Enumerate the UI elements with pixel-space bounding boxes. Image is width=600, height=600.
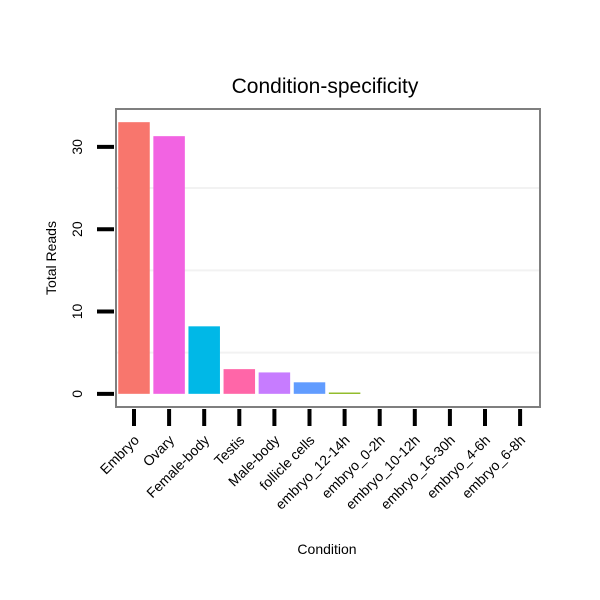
bar-female-body [188,326,220,394]
bar-embryo [118,122,150,394]
bar-male-body [258,372,291,394]
bar-testis [223,369,256,394]
y-tick-label: 30 [69,139,85,155]
y-axis-label: Total Reads [43,221,59,295]
grid-lines [116,187,540,354]
chart-title: Condition-specificity [232,75,419,98]
y-axis: 0 10 20 30 [69,139,114,398]
x-axis: EmbryoOvaryFemale-bodyTestisMale-bodyfol… [97,409,528,512]
plot-panel [116,109,540,407]
plot-border [115,108,541,408]
bar-embryo-12-14h [328,392,361,394]
x-tick-label: Embryo [97,432,143,478]
x-axis-label: Condition [297,541,356,557]
y-tick-label: 20 [69,221,85,237]
y-tick-label: 0 [69,390,85,398]
y-tick-label: 10 [69,304,85,320]
bar-follicle-cells [293,382,326,394]
bars [118,122,361,394]
bar-ovary [153,136,185,394]
